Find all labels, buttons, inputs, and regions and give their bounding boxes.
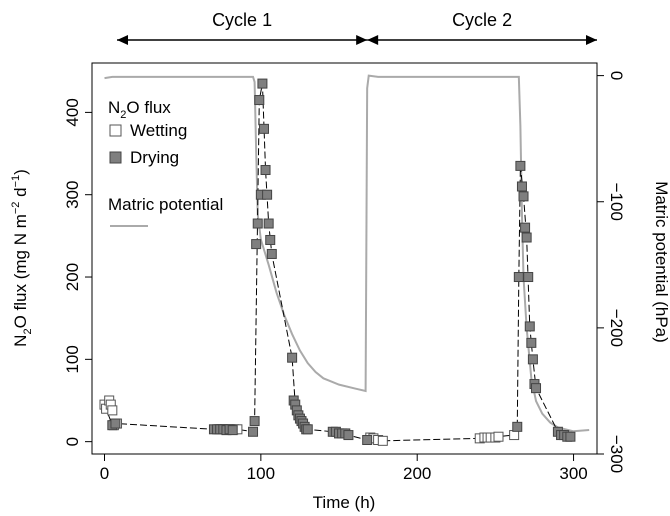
legend-wetting-marker [109, 124, 122, 137]
axes-layer: 0 100 200 300 0 100 200 300 400 0 −100 −200 −300 [63, 71, 626, 483]
drying-point [252, 218, 263, 229]
drying-point [258, 123, 269, 134]
cycle-2-arrow-right-head [586, 35, 597, 45]
drying-point [265, 234, 276, 245]
y-right-tick-label: −100 [607, 183, 626, 221]
y-right-tick-label: −300 [607, 435, 626, 473]
legend: N2O flux Wetting Drying Matric potential [108, 98, 223, 227]
drying-point [110, 418, 121, 429]
legend-drying-label: Drying [130, 148, 179, 167]
drying-point [524, 321, 535, 332]
legend-title: N2O flux [108, 98, 171, 121]
drying-point [515, 160, 526, 171]
drying-point [287, 352, 298, 363]
data-points-layer [99, 78, 576, 446]
cycle-1-arrow-right-head [356, 35, 368, 45]
legend-matric-label: Matric potential [108, 195, 223, 214]
drying-point [260, 165, 271, 176]
y-right-axis-title: Matric potential (hPa) [652, 181, 670, 343]
x-tick-label: 200 [403, 464, 431, 483]
x-tick-label: 0 [100, 464, 109, 483]
wetting-point [509, 430, 520, 441]
drying-point [527, 354, 538, 365]
drying-point [262, 189, 273, 200]
drying-point [249, 416, 260, 427]
cycle-2-arrow-left-head [367, 35, 379, 45]
x-tick-label: 300 [559, 464, 587, 483]
drying-point [518, 191, 529, 202]
cycle-2-label: Cycle 2 [452, 10, 512, 30]
y-left-tick-label: 200 [63, 263, 82, 291]
wetting-point [377, 435, 388, 446]
wetting-point [107, 405, 118, 416]
y-left-axis-title: N2O flux (mg N m−2 d−1) [10, 169, 34, 347]
drying-point [521, 232, 532, 243]
drying-point [531, 383, 542, 394]
cycle-1-arrow-left-head [117, 35, 129, 45]
y-right-tick-label: −200 [607, 309, 626, 347]
drying-point [248, 426, 259, 437]
legend-wetting-label: Wetting [130, 121, 187, 140]
plot-frame [91, 62, 598, 455]
drying-point [302, 424, 313, 435]
cycle-1-label: Cycle 1 [212, 10, 272, 30]
drying-point [512, 421, 523, 432]
drying-point [565, 431, 576, 442]
drying-point [520, 222, 531, 233]
x-tick-label: 100 [247, 464, 275, 483]
drying-point [263, 218, 274, 229]
y-left-tick-label: 400 [63, 98, 82, 126]
drying-point [251, 239, 262, 250]
y-left-tick-label: 0 [63, 437, 82, 446]
drying-point [526, 337, 537, 348]
y-left-tick-label: 100 [63, 345, 82, 373]
drying-point [523, 272, 534, 283]
y-left-tick-label: 300 [63, 181, 82, 209]
drying-point [257, 78, 268, 89]
y-right-tick-label: 0 [607, 71, 626, 80]
drying-point [343, 430, 354, 441]
cycle-arrows [117, 35, 597, 45]
drying-point [254, 95, 265, 106]
drying-point [513, 272, 524, 283]
drying-point [227, 425, 238, 436]
drying-point [516, 181, 527, 192]
drying-point [266, 248, 277, 259]
legend-drying-marker [109, 151, 122, 164]
wetting-point [493, 431, 504, 442]
x-axis-title: Time (h) [313, 493, 376, 512]
drying-point [362, 435, 373, 446]
